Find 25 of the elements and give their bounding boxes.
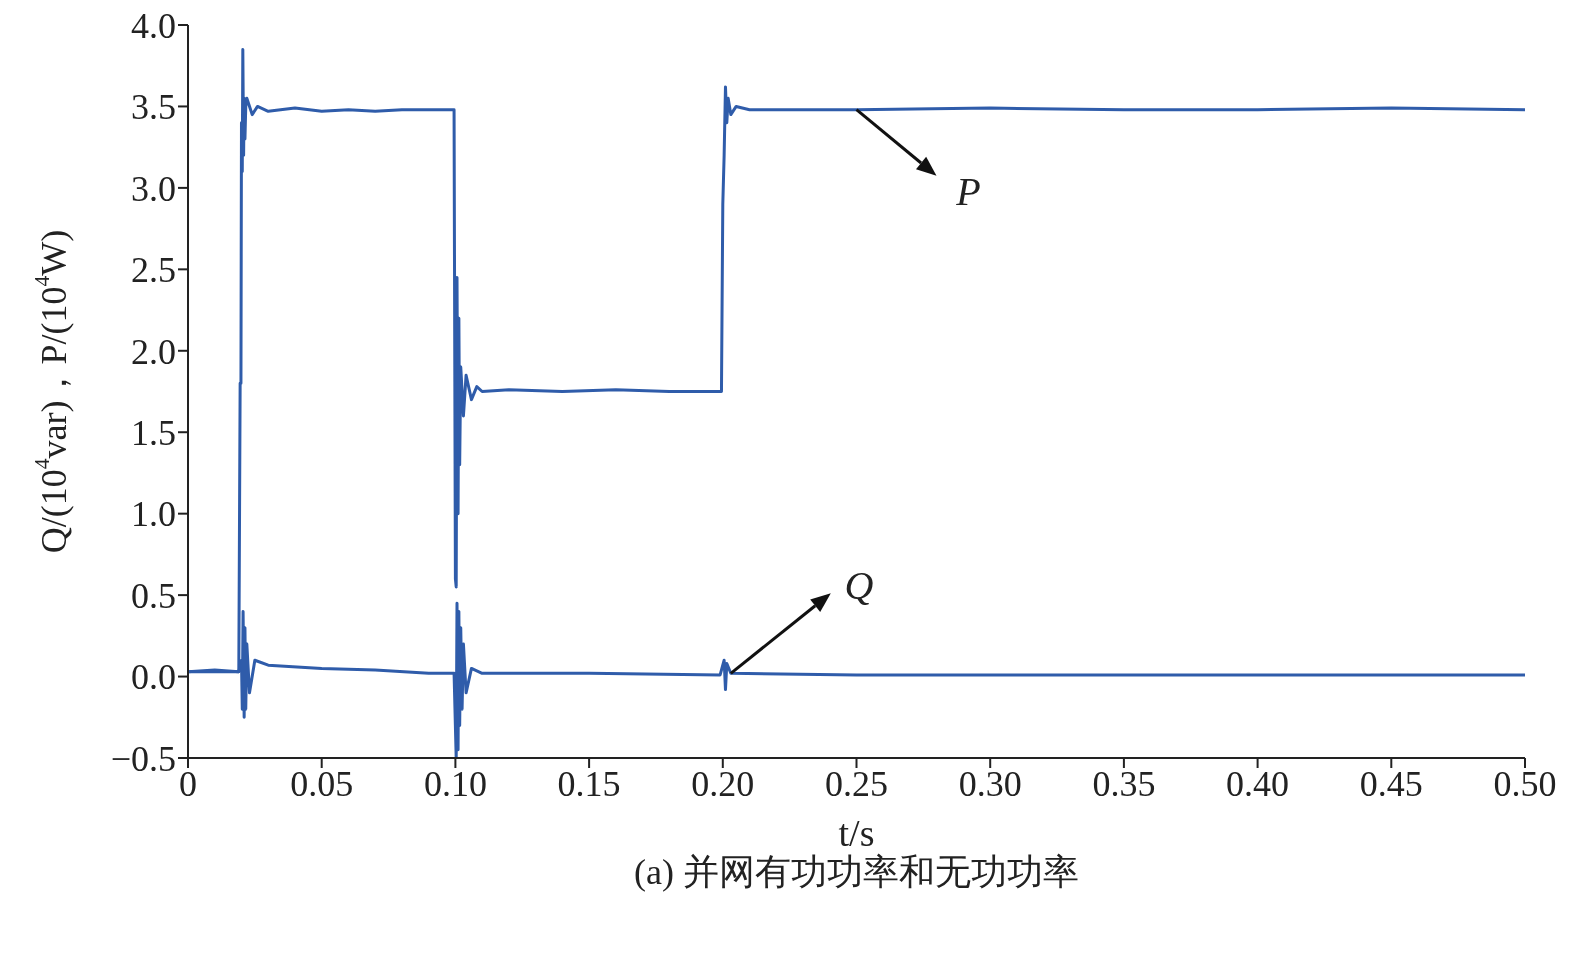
text: (a) 并网有功功率和无功功率 xyxy=(633,851,1080,894)
x-tick-label: 0 xyxy=(179,763,197,804)
y-tick-label: 3.0 xyxy=(131,168,176,209)
y-tick-label: 2.0 xyxy=(131,331,176,372)
x-tick-label: 0.20 xyxy=(691,763,755,804)
x-tick-label: 0.50 xyxy=(1493,763,1557,804)
x-tick-label: 0.45 xyxy=(1359,763,1423,804)
y-tick-label: 0.5 xyxy=(131,575,176,616)
x-tick-label: 0.10 xyxy=(423,763,487,804)
x-tick-label: 0.05 xyxy=(290,763,354,804)
y-tick-label: 2.5 xyxy=(131,250,176,291)
y-tick-label: 0.0 xyxy=(131,657,176,698)
x-tick-label: 0.15 xyxy=(557,763,621,804)
annotation: Q xyxy=(844,562,874,608)
x-tick-label: 0.35 xyxy=(1092,763,1156,804)
y-tick-label: −0.5 xyxy=(110,738,176,779)
y-tick-label: 1.0 xyxy=(131,494,176,535)
x-tick-label: 0.40 xyxy=(1226,763,1290,804)
x-axis-title: t/s xyxy=(838,812,875,854)
y-tick-label: 1.5 xyxy=(131,413,176,453)
x-tick-label: 0.30 xyxy=(958,763,1022,804)
y-tick-label: 4.0 xyxy=(131,5,176,46)
x-tick-label: 0.25 xyxy=(825,763,888,804)
y-tick-label: 3.5 xyxy=(131,87,176,128)
annotation: P xyxy=(955,169,981,215)
